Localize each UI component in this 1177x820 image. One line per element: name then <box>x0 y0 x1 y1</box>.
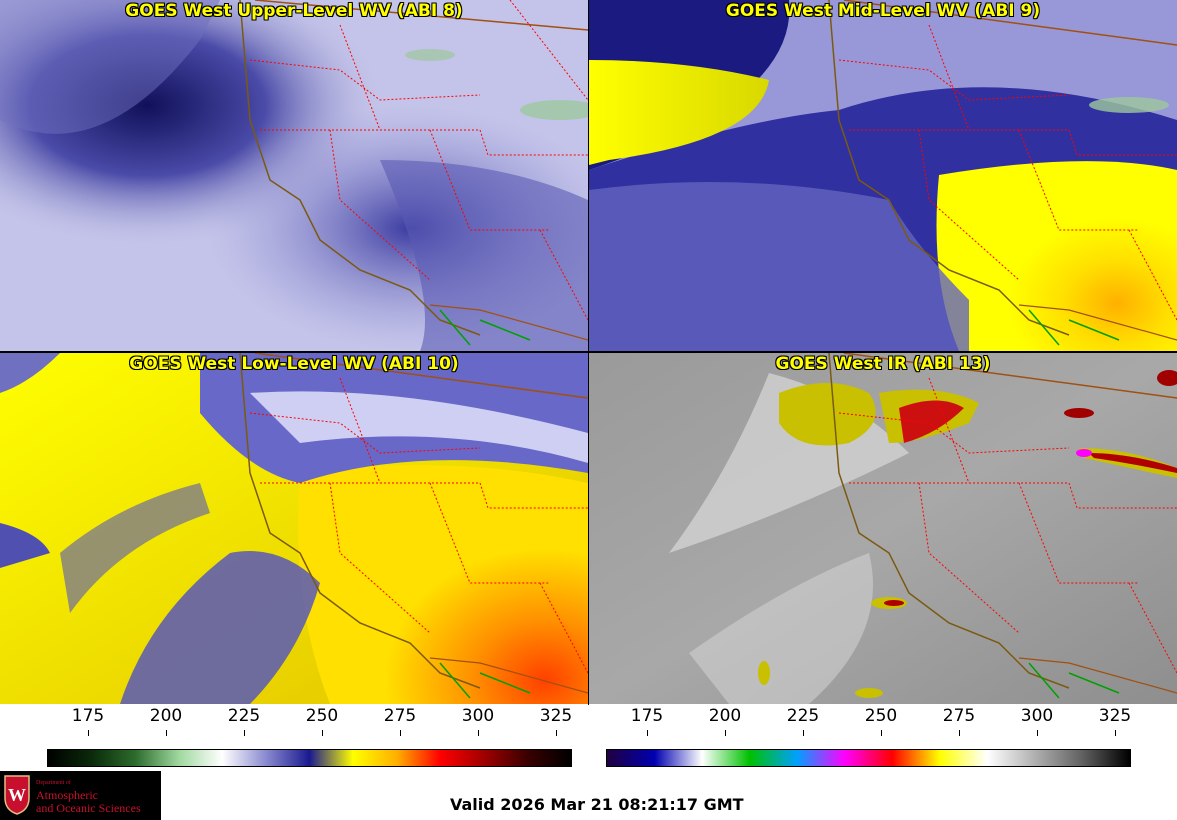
tick-label: 325 <box>539 706 573 726</box>
ir-colorbar-gradient <box>606 749 1131 767</box>
tick-label: 200 <box>149 706 183 726</box>
tick-mark <box>1115 730 1116 736</box>
tick-label: 175 <box>630 706 664 726</box>
upper-level-wv-image <box>0 0 588 351</box>
aos-logo[interactable]: W Department of Atmospheric and Oceanic … <box>0 771 161 820</box>
tick-label: 275 <box>942 706 976 726</box>
mid-level-wv-image <box>589 0 1177 351</box>
panel-divider-horizontal <box>0 351 1177 353</box>
low-level-wv-panel: GOES West Low-Level WV (ABI 10) <box>0 353 588 704</box>
tick-label: 250 <box>305 706 339 726</box>
tick-label: 225 <box>786 706 820 726</box>
valid-time: Valid 2026 Mar 21 08:21:17 GMT <box>450 795 744 814</box>
panel-title: GOES West IR (ABI 13) <box>775 354 991 374</box>
tick-mark <box>1037 730 1038 736</box>
panel-title: GOES West Mid-Level WV (ABI 9) <box>725 1 1041 21</box>
low-level-wv-image <box>0 353 588 704</box>
tick-mark <box>647 730 648 736</box>
tick-label: 275 <box>383 706 417 726</box>
tick-mark <box>322 730 323 736</box>
ir-image <box>589 353 1177 704</box>
panel-title: GOES West Upper-Level WV (ABI 8) <box>125 1 463 21</box>
panel-title: GOES West Low-Level WV (ABI 10) <box>129 354 459 374</box>
tick-mark <box>959 730 960 736</box>
uw-crest-icon: W <box>4 775 30 815</box>
tick-mark <box>725 730 726 736</box>
tick-mark <box>881 730 882 736</box>
logo-mark: W <box>8 785 26 805</box>
tick-mark <box>400 730 401 736</box>
mid-level-wv-panel: GOES West Mid-Level WV (ABI 9) <box>589 0 1177 351</box>
tick-label: 300 <box>461 706 495 726</box>
tick-mark <box>556 730 557 736</box>
wv-colorbar: 175 200 225 250 275 300 325 <box>47 705 573 767</box>
logo-line-2: Atmospheric <box>36 788 98 802</box>
tick-label: 300 <box>1020 706 1054 726</box>
tick-label: 250 <box>864 706 898 726</box>
ir-colorbar: 175 200 225 250 275 300 325 <box>606 705 1132 767</box>
tick-label: 200 <box>708 706 742 726</box>
tick-mark <box>88 730 89 736</box>
logo-line-1: Department of <box>36 780 71 786</box>
tick-label: 225 <box>227 706 261 726</box>
tick-label: 325 <box>1098 706 1132 726</box>
tick-mark <box>166 730 167 736</box>
tick-mark <box>244 730 245 736</box>
logo-line-3: and Oceanic Sciences <box>36 801 141 815</box>
tick-label: 175 <box>71 706 105 726</box>
upper-level-wv-panel: GOES West Upper-Level WV (ABI 8) <box>0 0 588 351</box>
ir-panel: GOES West IR (ABI 13) <box>589 353 1177 704</box>
wv-colorbar-gradient <box>47 749 572 767</box>
tick-mark <box>803 730 804 736</box>
tick-mark <box>478 730 479 736</box>
